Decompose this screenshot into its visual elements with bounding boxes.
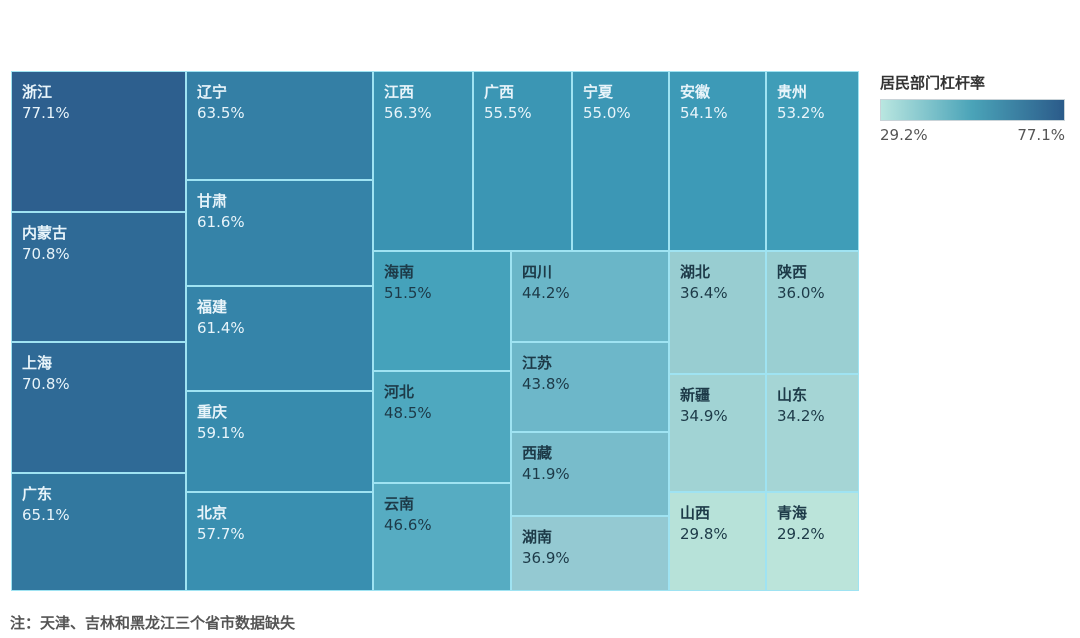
legend-gradient-bar <box>880 99 1065 121</box>
treemap-tile[interactable]: 湖南 36.9% <box>511 516 669 591</box>
treemap-tile[interactable]: 福建 61.4% <box>186 286 373 391</box>
tile-province-name: 浙江 <box>22 83 53 101</box>
tile-province-name: 陕西 <box>777 263 808 281</box>
tile-value: 55.5% <box>484 104 532 122</box>
treemap-tile[interactable]: 内蒙古 70.8% <box>11 212 186 342</box>
treemap-tile[interactable]: 广东 65.1% <box>11 473 186 591</box>
treemap-tile[interactable]: 宁夏 55.0% <box>572 71 669 251</box>
tile-value: 55.0% <box>583 104 631 122</box>
tile-value: 56.3% <box>384 104 432 122</box>
tile-value: 63.5% <box>197 104 245 122</box>
tile-value: 46.6% <box>384 516 432 534</box>
tile-value: 43.8% <box>522 375 570 393</box>
tile-value: 34.2% <box>777 407 825 425</box>
treemap-tile[interactable]: 西藏 41.9% <box>511 432 669 516</box>
treemap-tile[interactable]: 广西 55.5% <box>473 71 572 251</box>
tile-province-name: 江西 <box>384 83 415 101</box>
tile-province-name: 河北 <box>384 383 415 401</box>
treemap-tile[interactable]: 安徽 54.1% <box>669 71 766 251</box>
tile-province-name: 北京 <box>197 504 228 522</box>
treemap-tile[interactable]: 云南 46.6% <box>373 483 511 591</box>
treemap-tile[interactable]: 浙江 77.1% <box>11 71 186 212</box>
tile-province-name: 四川 <box>522 263 553 281</box>
tile-province-name: 内蒙古 <box>22 224 68 242</box>
treemap-tile[interactable]: 海南 51.5% <box>373 251 511 371</box>
tile-province-name: 广东 <box>22 485 53 503</box>
legend-title: 居民部门杠杆率 <box>880 74 986 92</box>
tile-value: 34.9% <box>680 407 728 425</box>
tile-value: 29.2% <box>777 525 825 543</box>
tile-value: 54.1% <box>680 104 728 122</box>
treemap-tile[interactable]: 重庆 59.1% <box>186 391 373 492</box>
tile-value: 61.6% <box>197 213 245 231</box>
legend-max-label: 77.1% <box>1017 126 1065 144</box>
tile-value: 59.1% <box>197 424 245 442</box>
treemap-tile[interactable]: 江西 56.3% <box>373 71 473 251</box>
treemap-tile[interactable]: 贵州 53.2% <box>766 71 859 251</box>
treemap-tile[interactable]: 新疆 34.9% <box>669 374 766 492</box>
tile-value: 70.8% <box>22 245 70 263</box>
tile-province-name: 海南 <box>384 263 415 281</box>
tile-value: 57.7% <box>197 525 245 543</box>
tile-province-name: 宁夏 <box>583 83 614 101</box>
treemap-tile[interactable]: 河北 48.5% <box>373 371 511 483</box>
tile-value: 36.4% <box>680 284 728 302</box>
treemap-tile[interactable]: 山东 34.2% <box>766 374 859 492</box>
tile-province-name: 青海 <box>777 504 808 522</box>
tile-value: 36.9% <box>522 549 570 567</box>
tile-value: 41.9% <box>522 465 570 483</box>
tile-province-name: 上海 <box>22 354 53 372</box>
tile-province-name: 山东 <box>777 386 808 404</box>
tile-province-name: 云南 <box>384 495 415 513</box>
tile-province-name: 广西 <box>484 83 515 101</box>
footnote: 注：天津、吉林和黑龙江三个省市数据缺失 <box>10 614 296 632</box>
treemap-tile[interactable]: 四川 44.2% <box>511 251 669 342</box>
treemap-tile[interactable]: 湖北 36.4% <box>669 251 766 374</box>
treemap-tile[interactable]: 上海 70.8% <box>11 342 186 473</box>
tile-province-name: 福建 <box>197 298 228 316</box>
color-legend: 居民部门杠杆率 29.2% 77.1% <box>880 72 1070 144</box>
tile-province-name: 山西 <box>680 504 711 522</box>
tile-value: 53.2% <box>777 104 825 122</box>
tile-value: 36.0% <box>777 284 825 302</box>
tile-value: 29.8% <box>680 525 728 543</box>
tile-province-name: 贵州 <box>777 83 808 101</box>
treemap-tile[interactable]: 北京 57.7% <box>186 492 373 591</box>
treemap-tile[interactable]: 江苏 43.8% <box>511 342 669 432</box>
tile-province-name: 湖南 <box>522 528 553 546</box>
tile-value: 65.1% <box>22 506 70 524</box>
tile-value: 51.5% <box>384 284 432 302</box>
tile-province-name: 湖北 <box>680 263 711 281</box>
tile-province-name: 辽宁 <box>197 83 228 101</box>
tile-province-name: 西藏 <box>522 444 553 462</box>
treemap-tile[interactable]: 山西 29.8% <box>669 492 766 591</box>
tile-province-name: 江苏 <box>522 354 553 372</box>
tile-value: 44.2% <box>522 284 570 302</box>
tile-value: 70.8% <box>22 375 70 393</box>
tile-province-name: 重庆 <box>197 403 228 421</box>
tile-value: 61.4% <box>197 319 245 337</box>
treemap-tile[interactable]: 陕西 36.0% <box>766 251 859 374</box>
tile-value: 77.1% <box>22 104 70 122</box>
tile-province-name: 甘肃 <box>197 192 228 210</box>
legend-min-label: 29.2% <box>880 126 928 144</box>
treemap-tile[interactable]: 辽宁 63.5% <box>186 71 373 180</box>
tile-province-name: 安徽 <box>680 83 711 101</box>
treemap-tile[interactable]: 甘肃 61.6% <box>186 180 373 286</box>
treemap-tile[interactable]: 青海 29.2% <box>766 492 859 591</box>
tile-province-name: 新疆 <box>680 386 711 404</box>
tile-value: 48.5% <box>384 404 432 422</box>
